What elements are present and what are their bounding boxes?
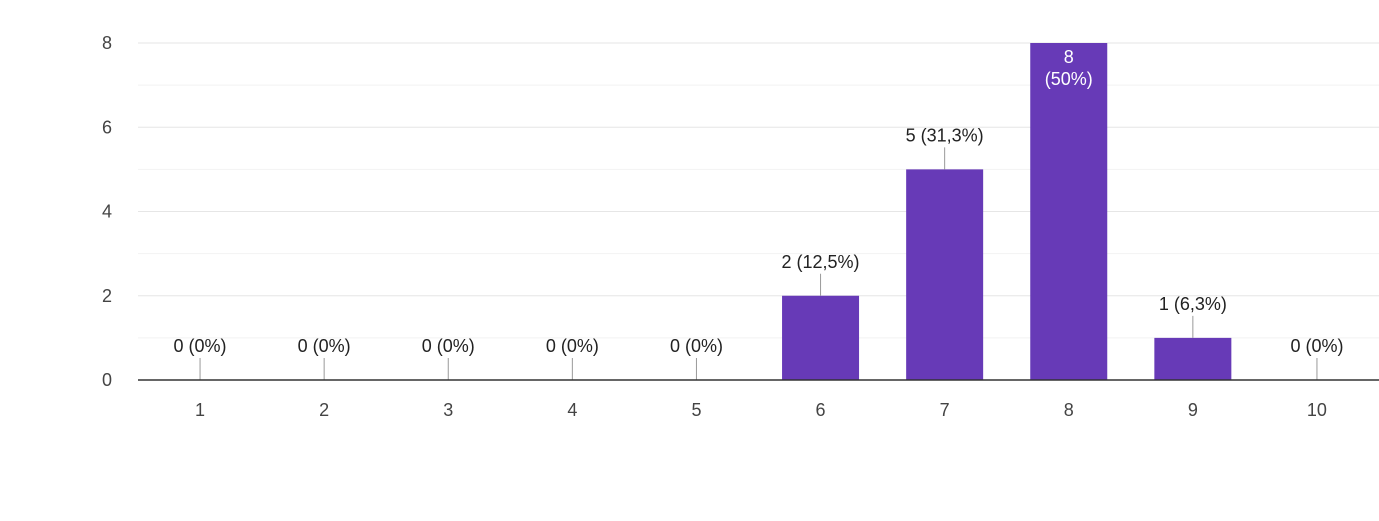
bar-value-label: 0 (0%) — [670, 336, 723, 356]
bar-value-label: 0 (0%) — [1290, 336, 1343, 356]
x-tick-label: 8 — [1064, 400, 1074, 420]
bar — [1030, 43, 1108, 380]
x-tick-label: 3 — [443, 400, 453, 420]
bar — [906, 169, 984, 380]
x-tick-label: 4 — [567, 400, 577, 420]
x-tick-label: 2 — [319, 400, 329, 420]
y-tick-label: 4 — [102, 202, 112, 222]
y-tick-label: 6 — [102, 117, 112, 137]
x-tick-label: 7 — [940, 400, 950, 420]
bar — [782, 295, 860, 380]
bar — [1154, 337, 1232, 380]
x-tick-label: 5 — [691, 400, 701, 420]
bar-value-label: 5 (31,3%) — [906, 125, 984, 145]
y-tick-label: 8 — [102, 33, 112, 53]
bar-value-label: 0 (0%) — [298, 336, 351, 356]
x-tick-label: 10 — [1307, 400, 1327, 420]
bar-value-label: 0 (0%) — [174, 336, 227, 356]
bar-value-label: (50%) — [1045, 69, 1093, 89]
x-tick-label: 9 — [1188, 400, 1198, 420]
bar-value-label: 2 (12,5%) — [782, 252, 860, 272]
x-tick-label: 1 — [195, 400, 205, 420]
x-tick-label: 6 — [816, 400, 826, 420]
bar-value-label: 0 (0%) — [546, 336, 599, 356]
bar-value-label: 0 (0%) — [422, 336, 475, 356]
y-tick-label: 2 — [102, 286, 112, 306]
bar-value-label: 8 — [1064, 47, 1074, 67]
bar-value-label: 1 (6,3%) — [1159, 294, 1227, 314]
y-tick-label: 0 — [102, 370, 112, 390]
